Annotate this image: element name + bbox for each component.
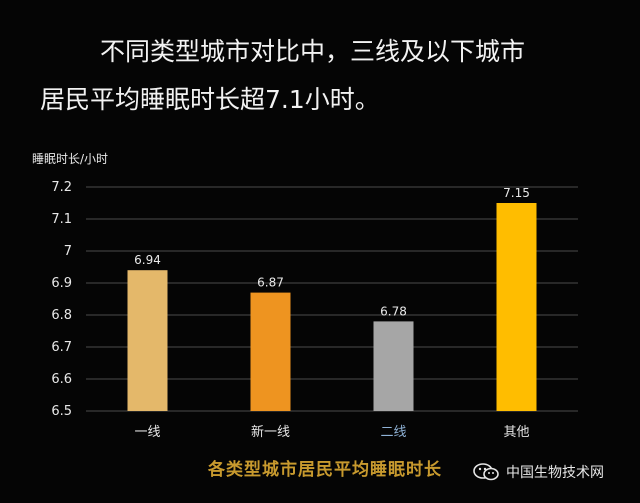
x-tick-label: 新一线	[251, 424, 290, 440]
y-tick-label: 6.8	[51, 308, 72, 323]
data-label: 6.78	[380, 304, 407, 318]
y-tick-label: 7	[64, 244, 72, 259]
chart-title: 各类型城市居民平均睡眠时长	[208, 460, 442, 480]
bar	[250, 292, 291, 411]
y-tick-label: 6.7	[51, 340, 72, 355]
headline-line-1: 不同类型城市对比中，三线及以下城市	[100, 37, 526, 66]
wechat-icon	[473, 463, 499, 481]
y-tick-label: 6.9	[51, 276, 72, 291]
bar	[373, 321, 414, 411]
data-label: 7.15	[503, 186, 530, 200]
x-tick-label: 二线	[380, 425, 406, 440]
data-label: 6.87	[257, 276, 284, 290]
watermark-text: 中国生物技术网	[506, 465, 604, 481]
y-tick-label: 7.2	[51, 180, 72, 195]
x-tick-label: 其他	[503, 425, 529, 440]
y-tick-label: 6.5	[51, 404, 72, 419]
bar	[127, 270, 168, 411]
headline: 不同类型城市对比中，三线及以下城市 居民平均睡眠时长超7.1小时。	[0, 28, 640, 124]
y-tick-label: 6.6	[51, 372, 72, 387]
y-axis-label: 睡眠时长/小时	[32, 152, 109, 166]
headline-line-2: 居民平均睡眠时长超7.1小时。	[40, 85, 380, 114]
x-tick-label: 一线	[134, 425, 160, 440]
watermark: 中国生物技术网	[472, 462, 604, 482]
data-label: 6.94	[134, 253, 161, 267]
bar	[496, 203, 537, 411]
y-tick-label: 7.1	[51, 212, 72, 227]
